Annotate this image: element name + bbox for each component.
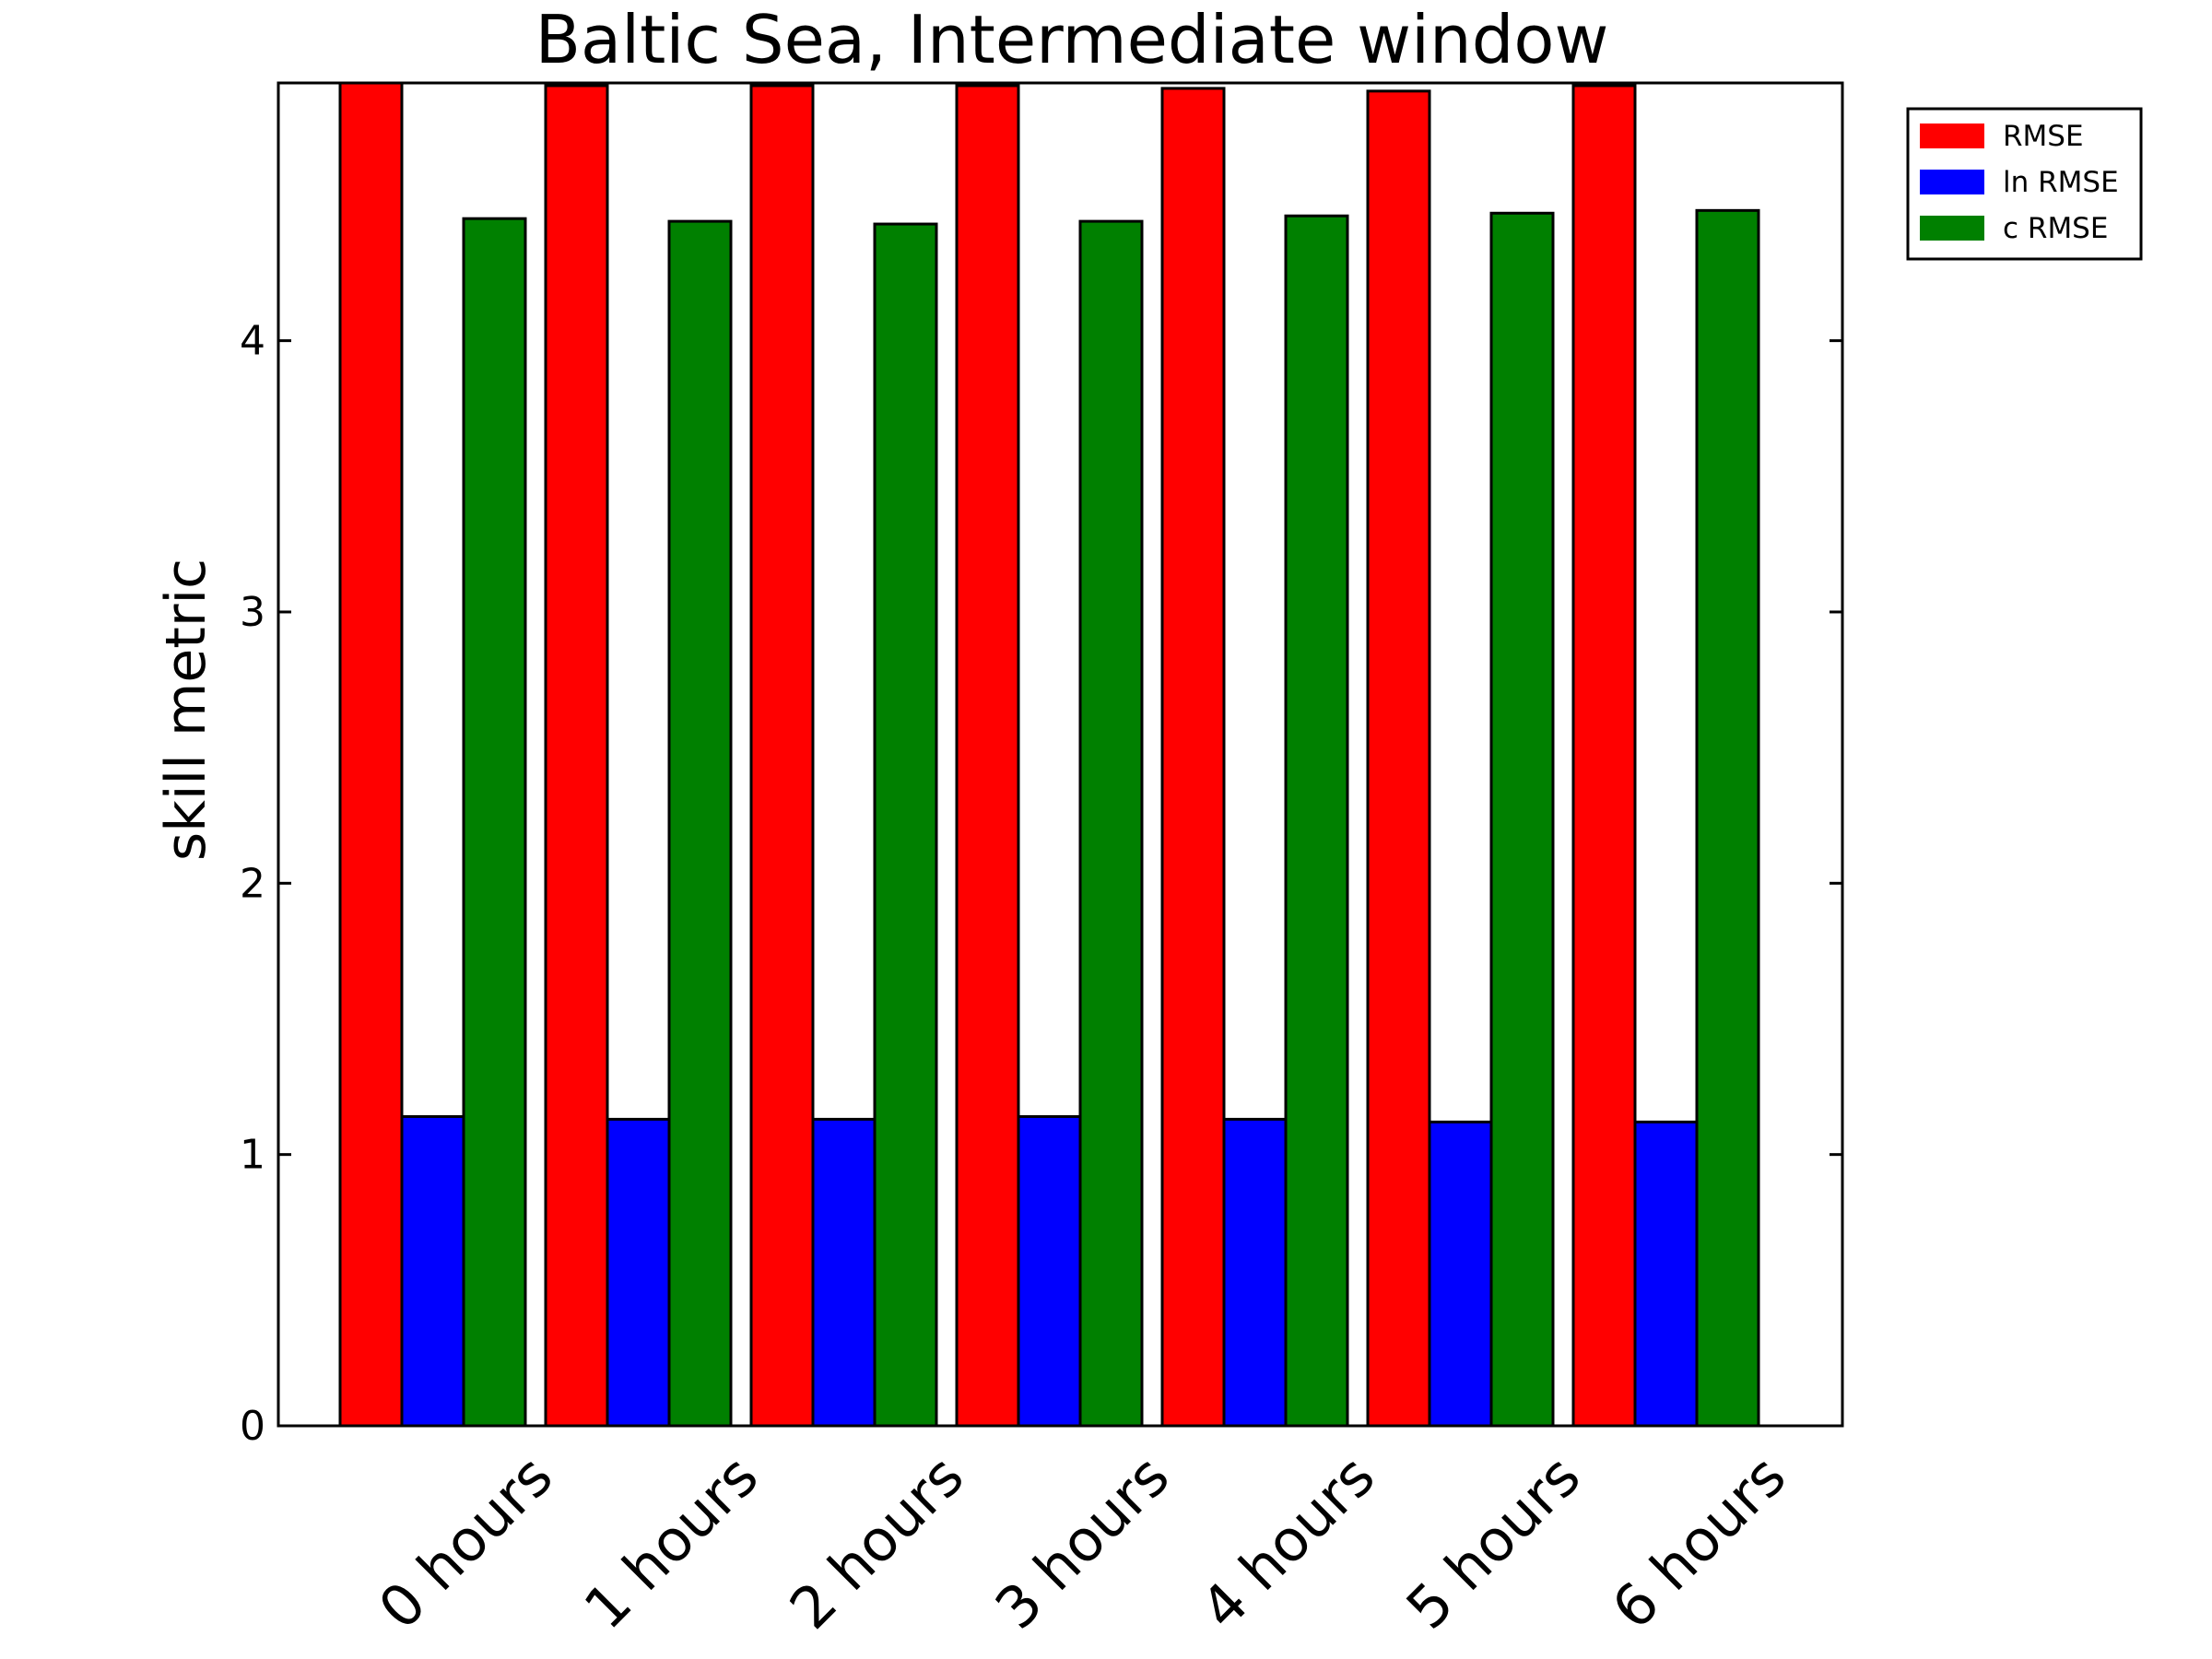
bar-c-rmse-3 [1078,219,1144,1428]
bar-ln-rmse-0 [400,1114,465,1428]
bar-ln-rmse-3 [1017,1114,1082,1428]
y-tick-label-4: 4 [240,318,265,365]
bar-c-rmse-2 [873,222,938,1428]
y-axis-ticks: 0 1 2 3 4 [240,318,1842,1450]
bars-layer [338,81,1760,1428]
y-tick-label-0: 0 [240,1403,265,1450]
bar-ln-rmse-1 [606,1117,671,1428]
bar-rmse-6 [1571,84,1637,1428]
bar-c-rmse-5 [1489,211,1555,1428]
bar-rmse-4 [1160,87,1226,1428]
bar-rmse-3 [955,84,1020,1428]
x-tick-label-0: 0 hours [366,1442,566,1642]
legend-swatch-ln-rmse [1920,170,1984,194]
y-tick-label-3: 3 [240,589,265,636]
legend-swatch-rmse [1920,124,1984,148]
bar-ln-rmse-6 [1633,1120,1699,1428]
legend-label-rmse: RMSE [2003,120,2084,153]
plot-area-frame [276,81,1844,1428]
bar-rmse-1 [544,84,609,1428]
bar-ln-rmse-4 [1222,1117,1288,1428]
x-tick-label-6: 6 hours [1599,1442,1799,1642]
y-axis-label: skill metric [154,559,218,861]
x-tick-label-2: 2 hours [777,1442,977,1642]
bar-rmse-0 [338,81,404,1428]
bar-c-rmse-4 [1284,214,1349,1428]
x-tick-label-1: 1 hours [571,1442,771,1642]
legend-label-ln-rmse: ln RMSE [2003,166,2119,199]
y-tick-label-1: 1 [240,1132,265,1179]
bar-ln-rmse-2 [811,1117,877,1428]
legend: RMSE ln RMSE c RMSE [1906,107,2143,261]
bar-c-rmse-0 [462,217,527,1428]
bar-c-rmse-1 [667,219,733,1428]
x-tick-label-5: 5 hours [1394,1442,1594,1642]
y-tick-label-2: 2 [240,860,265,907]
bar-rmse-5 [1366,89,1431,1428]
chart-title: Baltic Sea, Intermediate window [535,1,1609,78]
bar-ln-rmse-5 [1428,1120,1493,1428]
x-tick-label-3: 3 hours [982,1442,1182,1642]
bar-rmse-2 [749,84,815,1428]
x-axis-ticks: 0 hours 1 hours 2 hours 3 hours 4 hours 5 hou… [366,1442,1799,1642]
legend-swatch-c-rmse [1920,216,1984,241]
x-tick-label-4: 4 hours [1188,1442,1388,1642]
legend-label-c-rmse: c RMSE [2003,212,2108,245]
bar-c-rmse-6 [1695,208,1760,1428]
